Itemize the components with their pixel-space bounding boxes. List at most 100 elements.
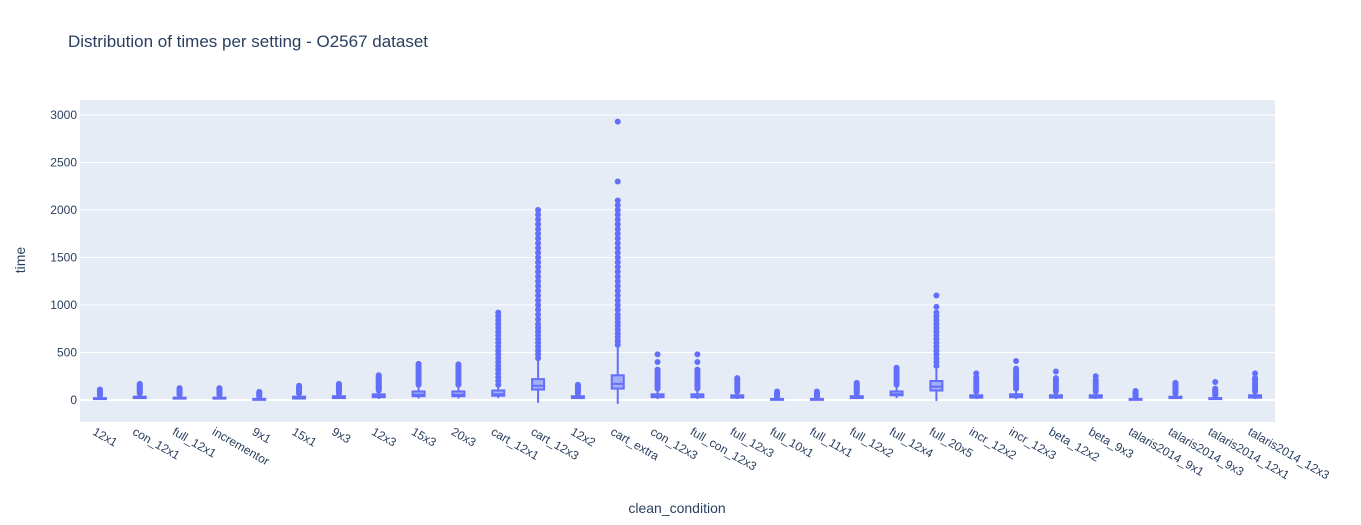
boxes <box>92 118 1263 404</box>
outlier-point <box>614 311 621 318</box>
outlier-point <box>1172 379 1179 386</box>
x-tick-label: 20x3 <box>449 424 479 449</box>
box-9x1 <box>252 388 267 401</box>
outlier-point <box>216 385 223 392</box>
box-con_12x1 <box>132 380 147 400</box>
outlier-point <box>933 303 940 310</box>
outlier-point <box>535 216 542 223</box>
x-tick-label: 15x1 <box>290 424 320 449</box>
x-tick-label: full_20x5 <box>927 424 976 460</box>
box-iqr <box>491 389 506 397</box>
outlier-point <box>574 381 581 388</box>
box-12x3 <box>371 372 386 400</box>
outlier-point <box>535 235 542 242</box>
box-15x1 <box>292 382 307 400</box>
outlier-point <box>614 178 621 185</box>
box-incr_12x2 <box>969 370 984 400</box>
x-tick-label: 12x1 <box>90 424 120 449</box>
outlier-point <box>893 364 900 371</box>
outlier-point <box>455 361 462 368</box>
box-talaris2014_9x3 <box>1168 379 1183 400</box>
outlier-point <box>614 249 621 256</box>
outlier-point <box>614 202 621 209</box>
box-9x3 <box>331 380 346 400</box>
outlier-point <box>654 359 661 365</box>
y-tick-label: 1000 <box>50 298 77 312</box>
x-tick-label: 15x3 <box>409 424 439 449</box>
outlier-point <box>535 283 542 289</box>
y-tick-label: 0 <box>70 393 77 407</box>
outlier-point <box>495 309 502 316</box>
box-beta_9x3 <box>1088 373 1103 400</box>
outlier-point <box>176 385 183 392</box>
outlier-point <box>614 297 621 304</box>
outlier-point <box>614 273 621 280</box>
box-con_12x3 <box>650 351 665 400</box>
outlier-point <box>734 375 741 382</box>
outlier-point <box>535 254 542 261</box>
outlier-point <box>614 268 621 275</box>
box-cart_extra <box>610 118 625 404</box>
outlier-point <box>614 245 621 251</box>
x-tick-label: full_12x4 <box>887 424 936 460</box>
outlier-point <box>1132 387 1139 394</box>
outlier-point <box>535 226 542 232</box>
outlier-point <box>933 292 940 299</box>
y-gridlines <box>80 114 1275 401</box>
outlier-point <box>535 278 542 285</box>
outlier-point <box>535 264 542 270</box>
outlier-point <box>614 211 621 218</box>
box-talaris2014_9x1 <box>1128 387 1143 401</box>
y-tick-labels: 0 500 1000 1500 2000 2500 3000 <box>50 108 77 407</box>
outlier-point <box>535 240 542 247</box>
outlier-point <box>654 366 661 373</box>
box-20x3 <box>451 361 466 399</box>
outlier-point <box>96 386 103 393</box>
outlier-point <box>614 230 621 237</box>
outlier-point <box>614 283 621 289</box>
outlier-point <box>1212 378 1219 385</box>
outlier-point <box>256 388 263 395</box>
outlier-point <box>614 207 621 213</box>
box-iqr <box>610 374 625 390</box>
outlier-point <box>614 254 621 261</box>
outlier-point <box>535 311 542 318</box>
outlier-point <box>614 240 621 247</box>
x-tick-label: full_10x1 <box>768 424 817 460</box>
outlier-point <box>535 292 542 299</box>
x-tick-label: full_11x1 <box>807 424 855 460</box>
outlier-point <box>1052 368 1059 375</box>
box-beta_12x2 <box>1048 368 1063 400</box>
outlier-point <box>535 306 542 313</box>
outlier-point <box>296 382 303 389</box>
outlier-point <box>614 197 621 204</box>
outlier-point <box>614 278 621 285</box>
box-talaris2014_12x3 <box>1248 370 1263 400</box>
outlier-point <box>694 359 701 365</box>
box-12x1 <box>92 386 107 401</box>
outlier-point <box>614 287 621 294</box>
box-full_11x1 <box>809 388 824 401</box>
outlier-point <box>535 207 542 213</box>
outlier-point <box>375 372 382 379</box>
outlier-point <box>614 302 621 308</box>
outlier-point <box>694 351 701 358</box>
outlier-point <box>535 259 542 266</box>
outlier-point <box>614 292 621 299</box>
x-tick-label: full_12x2 <box>847 424 896 460</box>
outlier-point <box>973 370 980 377</box>
chart-title: Distribution of times per setting - O256… <box>68 32 429 51</box>
outlier-point <box>535 221 542 228</box>
outlier-point <box>614 221 621 228</box>
box-full_12x3 <box>730 375 745 400</box>
outlier-point <box>136 380 143 387</box>
box-incr_12x3 <box>1009 358 1024 400</box>
outlier-point <box>535 230 542 237</box>
y-tick-label: 3000 <box>50 108 77 122</box>
outlier-point <box>535 245 542 251</box>
outlier-point <box>654 351 661 358</box>
outlier-point <box>1252 375 1259 382</box>
outlier-point <box>535 321 542 327</box>
